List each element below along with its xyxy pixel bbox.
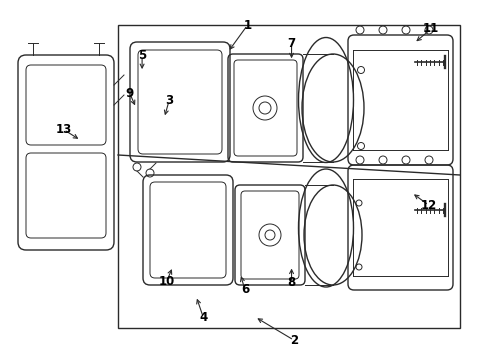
Text: 3: 3 [165, 94, 173, 107]
Text: 7: 7 [288, 37, 295, 50]
Text: 5: 5 [138, 49, 146, 62]
Text: 6: 6 [241, 283, 249, 296]
Text: 1: 1 [244, 19, 251, 32]
Text: 9: 9 [126, 87, 134, 100]
Text: 13: 13 [55, 123, 72, 136]
Text: 2: 2 [290, 334, 298, 347]
Text: 10: 10 [158, 275, 175, 288]
Text: 11: 11 [423, 22, 440, 35]
Text: 8: 8 [288, 276, 295, 289]
Text: 12: 12 [420, 199, 437, 212]
Text: 4: 4 [199, 311, 207, 324]
